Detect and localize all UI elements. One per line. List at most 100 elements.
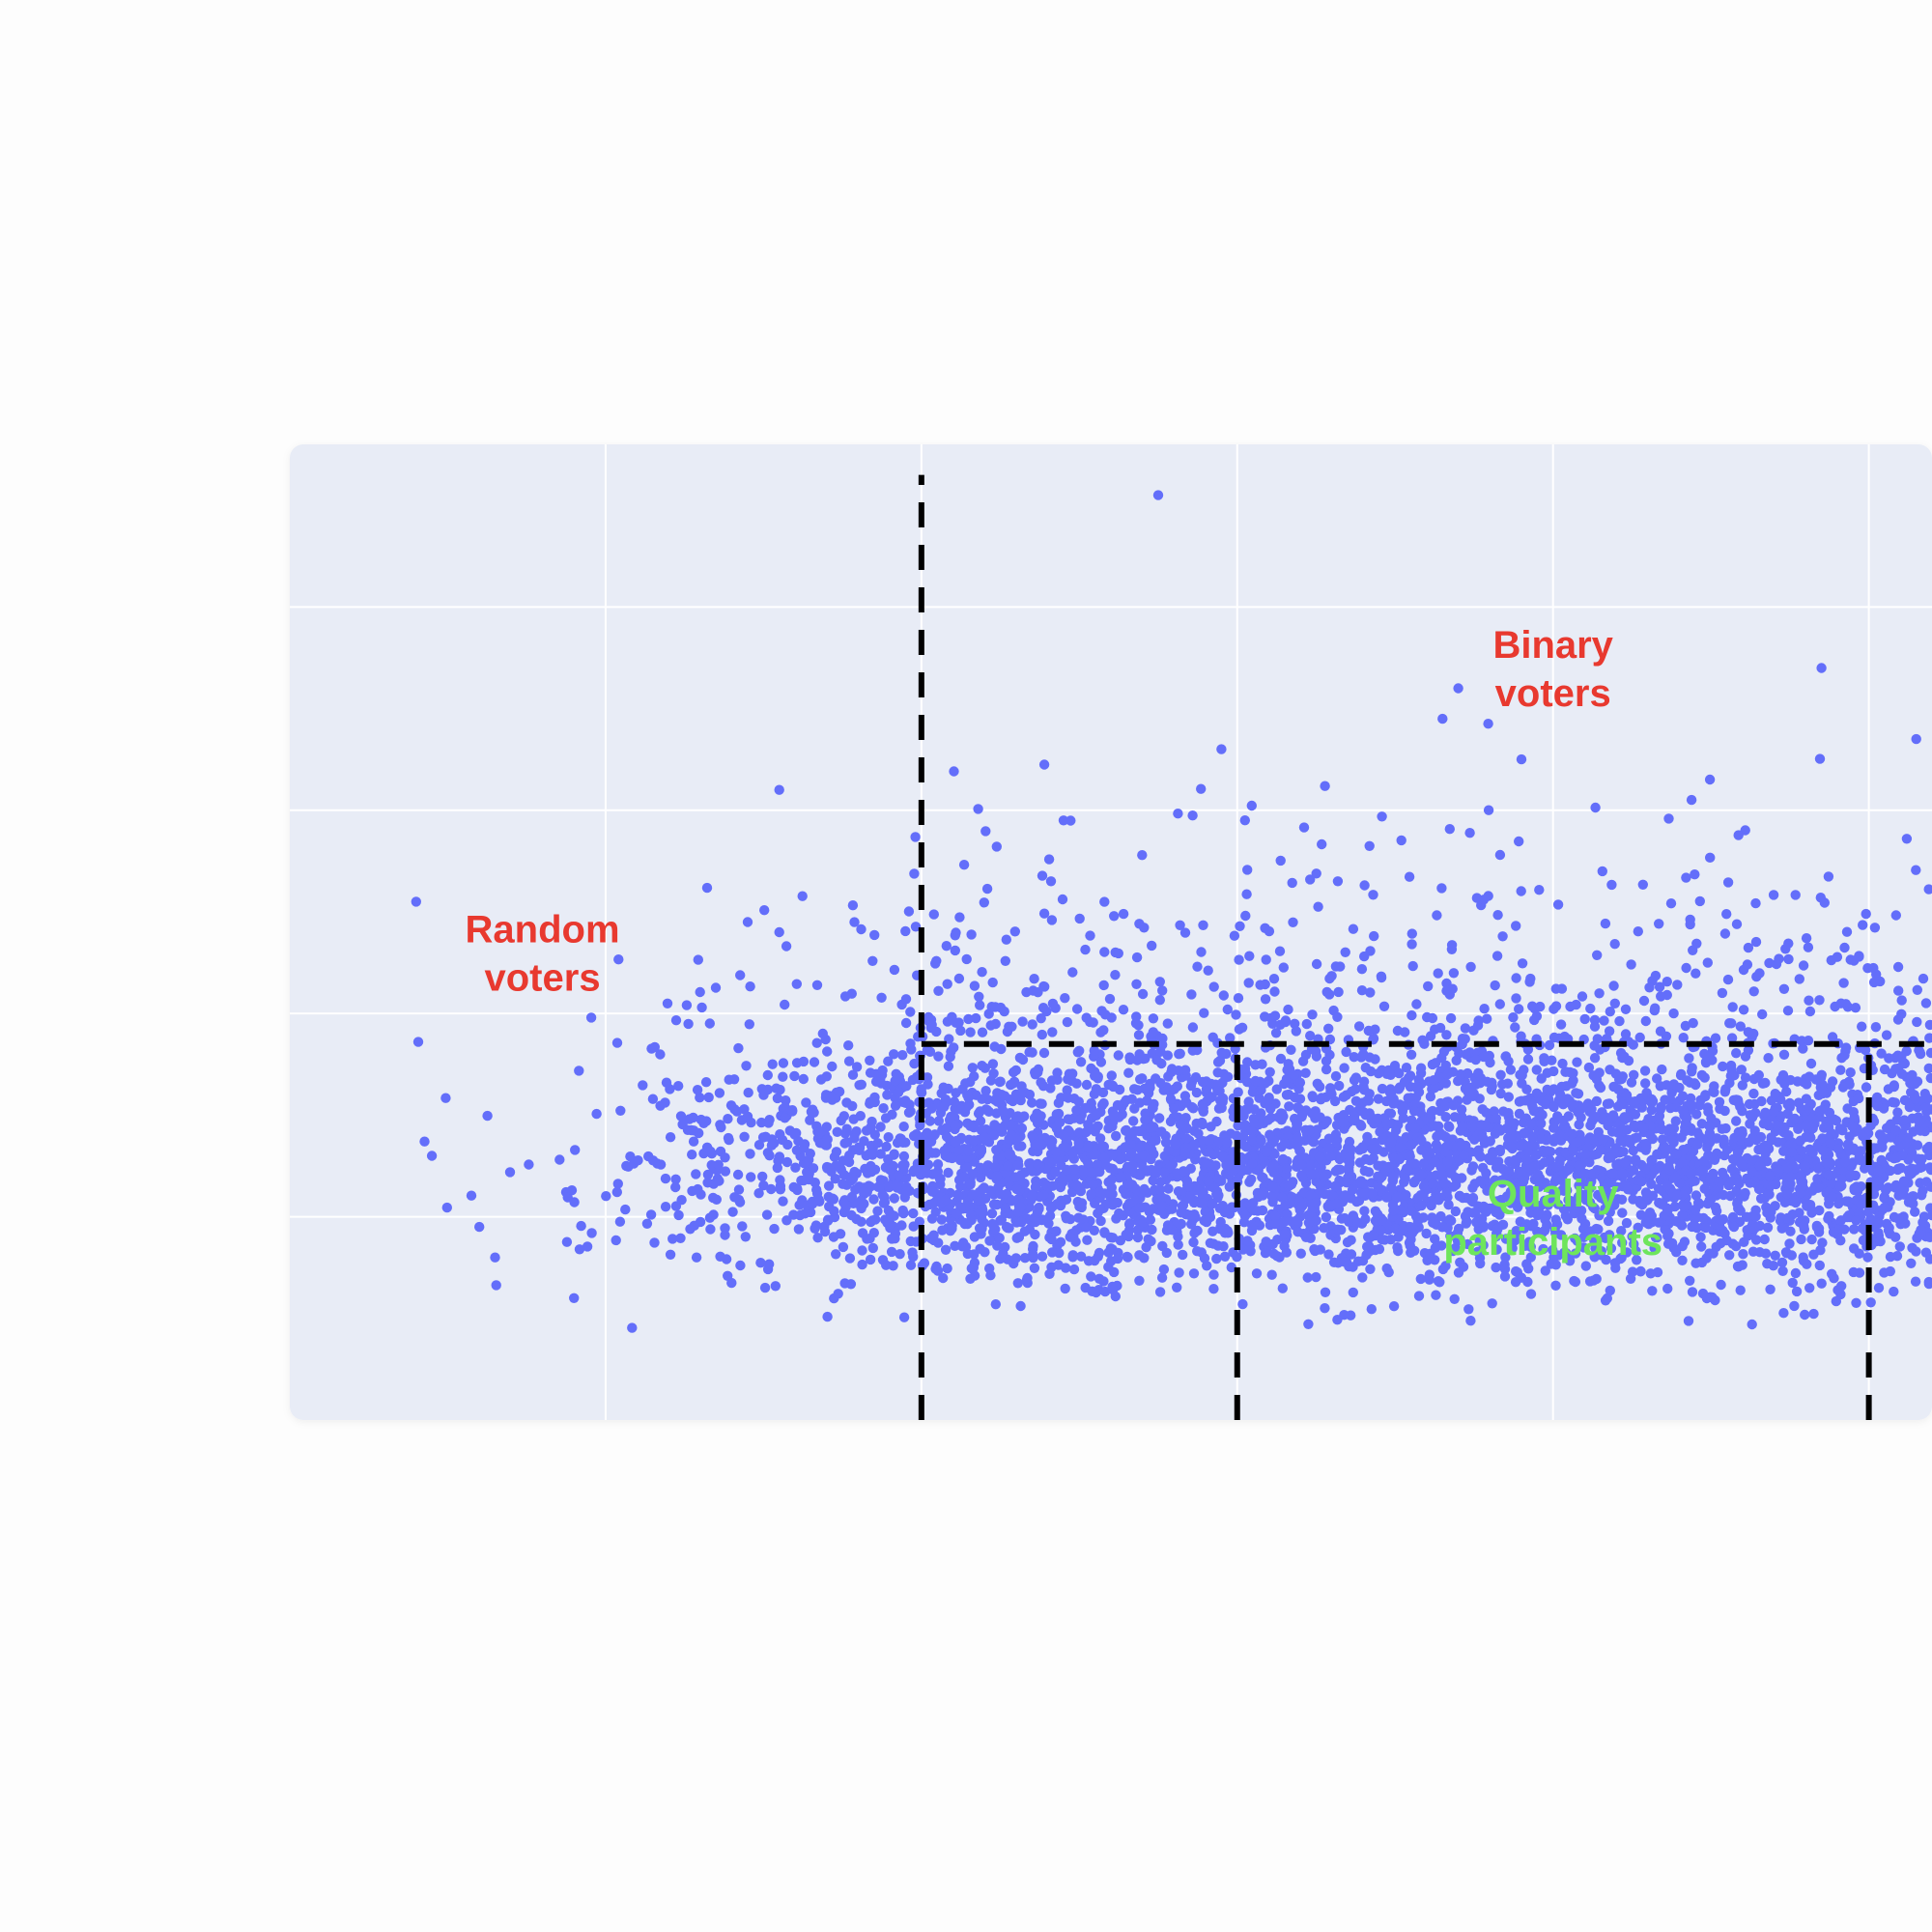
data-point bbox=[1755, 1131, 1767, 1143]
data-point bbox=[1215, 1216, 1226, 1228]
data-point bbox=[1743, 942, 1754, 953]
data-point bbox=[1573, 1106, 1584, 1118]
data-point bbox=[1499, 1264, 1511, 1275]
data-point bbox=[983, 1106, 994, 1118]
data-point bbox=[1617, 1208, 1628, 1218]
data-point bbox=[1359, 1179, 1371, 1189]
data-point bbox=[687, 1150, 697, 1160]
data-point bbox=[1031, 1181, 1041, 1193]
data-point bbox=[1406, 1222, 1416, 1233]
data-point bbox=[1524, 977, 1535, 987]
data-point bbox=[909, 868, 920, 879]
data-point bbox=[1363, 1167, 1375, 1178]
data-point bbox=[1841, 926, 1853, 937]
data-point bbox=[1804, 1144, 1815, 1155]
data-point bbox=[1535, 1001, 1546, 1012]
data-point bbox=[1558, 1204, 1570, 1214]
data-point bbox=[1861, 908, 1871, 920]
data-point bbox=[1770, 1089, 1780, 1099]
data-point bbox=[900, 994, 912, 1005]
data-point bbox=[828, 1194, 839, 1205]
data-point bbox=[1260, 979, 1270, 990]
data-point bbox=[1602, 1098, 1613, 1110]
data-point bbox=[1650, 970, 1662, 981]
data-point bbox=[953, 1017, 964, 1028]
data-point bbox=[1246, 1125, 1258, 1137]
data-point bbox=[1700, 1222, 1712, 1234]
data-point bbox=[1243, 1096, 1254, 1107]
data-point bbox=[1085, 930, 1095, 941]
data-point bbox=[641, 1218, 653, 1230]
data-point bbox=[937, 1225, 948, 1236]
data-point bbox=[1490, 980, 1500, 991]
data-point bbox=[1314, 1151, 1325, 1163]
data-point bbox=[1791, 1286, 1803, 1297]
data-point bbox=[1749, 1125, 1760, 1136]
data-point bbox=[1239, 815, 1251, 826]
data-point bbox=[1089, 1225, 1100, 1236]
data-point bbox=[1692, 1139, 1703, 1151]
data-point bbox=[1500, 1234, 1512, 1244]
data-point bbox=[859, 1186, 869, 1197]
data-point bbox=[1739, 1236, 1749, 1248]
data-point bbox=[1456, 1104, 1467, 1115]
data-point bbox=[924, 1046, 936, 1058]
data-point bbox=[1602, 1293, 1613, 1304]
data-point bbox=[1015, 1300, 1026, 1312]
data-point bbox=[884, 1180, 895, 1192]
data-point bbox=[1441, 1030, 1452, 1040]
data-point bbox=[1845, 1067, 1856, 1078]
data-point bbox=[1600, 918, 1611, 929]
data-point bbox=[670, 1181, 681, 1193]
data-point bbox=[1702, 1143, 1713, 1153]
data-point bbox=[1531, 1065, 1543, 1075]
data-point bbox=[977, 1061, 987, 1071]
data-point bbox=[1305, 1031, 1316, 1041]
data-point bbox=[1190, 1211, 1201, 1223]
data-point bbox=[1924, 1232, 1932, 1242]
data-point bbox=[1431, 1290, 1441, 1300]
data-point bbox=[733, 1184, 745, 1195]
data-point bbox=[907, 1074, 919, 1086]
data-point bbox=[1769, 1106, 1779, 1117]
data-point bbox=[1145, 1082, 1155, 1094]
data-point bbox=[1377, 1234, 1387, 1245]
data-point bbox=[1639, 1065, 1651, 1076]
data-point bbox=[1061, 1263, 1071, 1273]
data-point bbox=[1471, 1217, 1482, 1228]
data-point bbox=[1365, 1245, 1376, 1257]
data-point bbox=[908, 1166, 919, 1178]
data-point bbox=[1047, 1247, 1058, 1258]
data-point bbox=[1078, 1214, 1089, 1225]
data-point bbox=[668, 1234, 678, 1244]
data-point bbox=[1837, 1082, 1849, 1093]
data-point bbox=[1640, 1078, 1651, 1089]
data-point bbox=[1778, 1308, 1789, 1319]
data-point bbox=[1264, 1066, 1275, 1078]
data-point bbox=[1231, 1130, 1242, 1141]
data-point bbox=[1377, 1215, 1387, 1226]
data-point bbox=[1320, 781, 1330, 791]
data-point bbox=[953, 1144, 964, 1155]
data-point bbox=[1161, 1247, 1173, 1259]
data-point bbox=[1399, 1135, 1409, 1146]
data-point bbox=[1341, 1046, 1351, 1058]
data-point bbox=[1260, 1248, 1271, 1259]
data-point bbox=[1044, 1210, 1056, 1221]
data-point bbox=[1213, 1136, 1225, 1148]
data-point bbox=[1770, 1250, 1780, 1262]
data-point bbox=[714, 1088, 725, 1098]
data-point bbox=[1878, 1103, 1889, 1114]
data-point bbox=[1028, 985, 1038, 996]
data-point bbox=[1889, 1097, 1901, 1108]
data-point bbox=[1620, 1004, 1632, 1015]
data-point bbox=[1800, 1161, 1810, 1172]
data-point bbox=[1631, 1154, 1641, 1165]
data-point bbox=[1917, 1190, 1927, 1201]
data-point bbox=[1548, 1122, 1559, 1133]
data-point bbox=[1133, 1030, 1145, 1040]
data-point bbox=[1709, 1154, 1720, 1166]
data-point bbox=[1856, 1199, 1867, 1210]
data-point bbox=[1348, 1287, 1359, 1298]
data-point bbox=[1387, 1200, 1399, 1210]
